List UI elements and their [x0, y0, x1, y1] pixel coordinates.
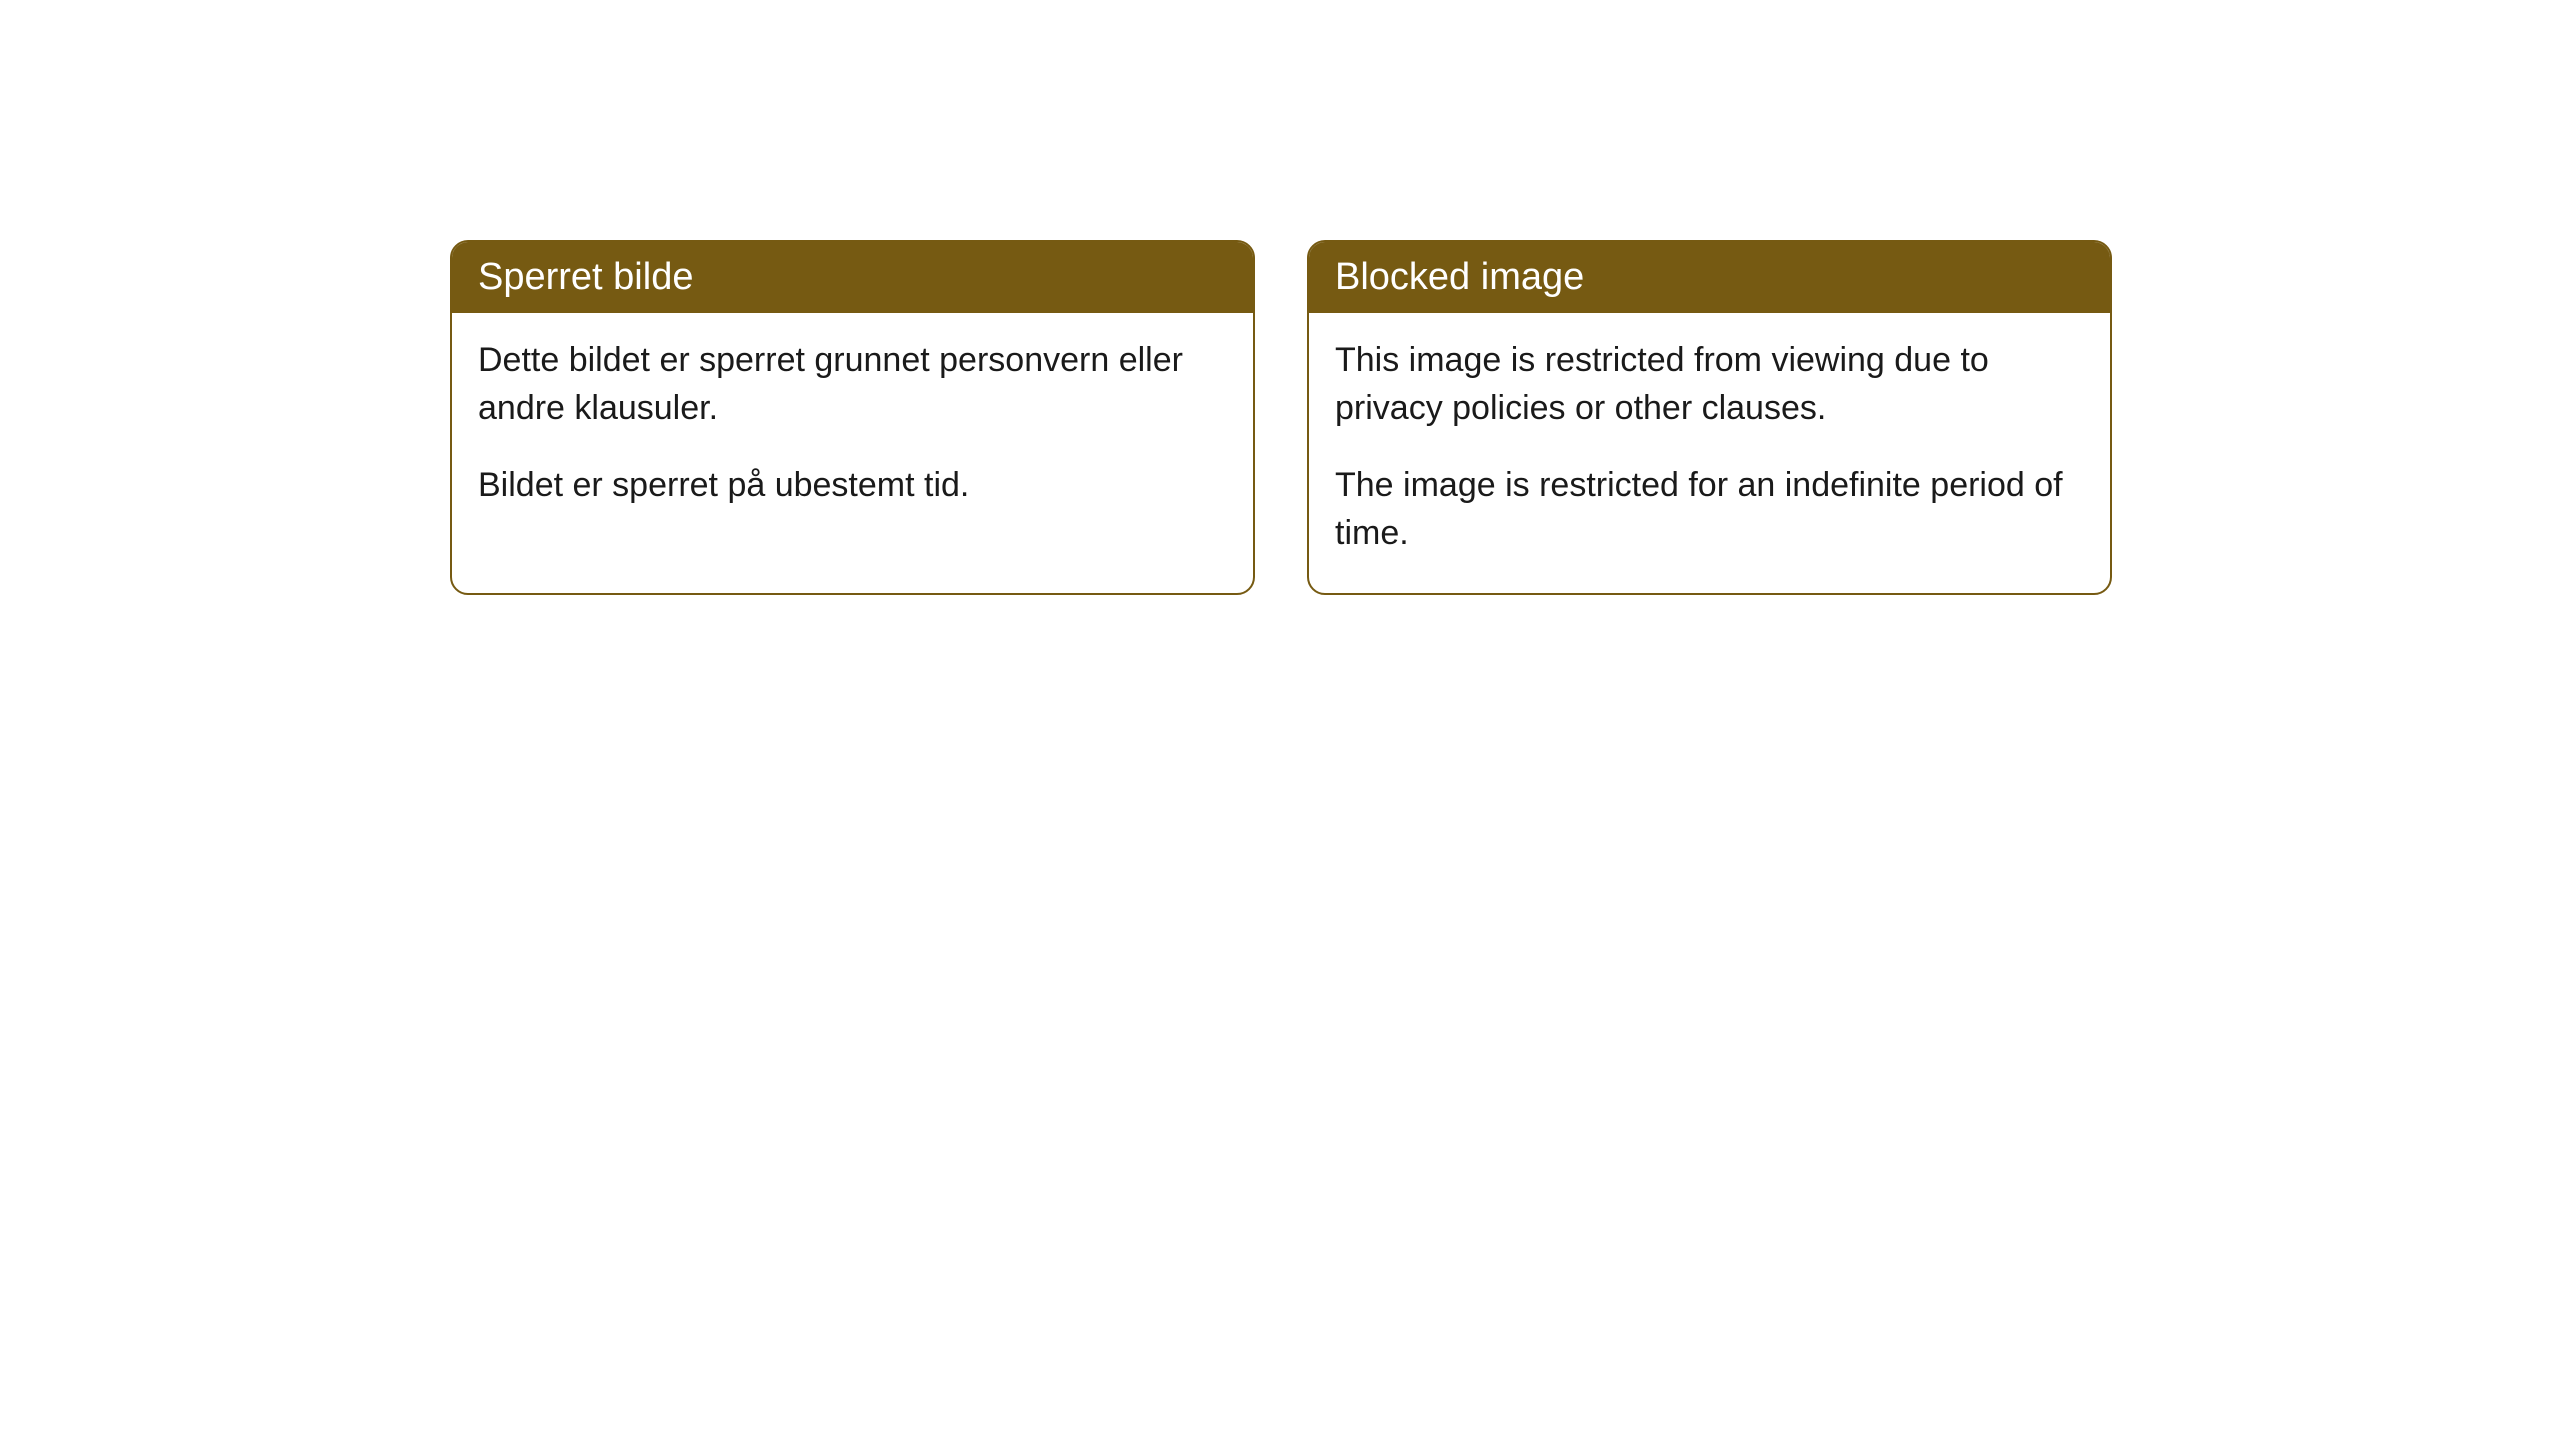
card-header-english: Blocked image — [1309, 242, 2110, 313]
card-title: Sperret bilde — [478, 256, 693, 298]
blocked-image-card-english: Blocked image This image is restricted f… — [1307, 240, 2112, 595]
card-body-norwegian: Dette bildet er sperret grunnet personve… — [452, 313, 1253, 546]
card-header-norwegian: Sperret bilde — [452, 242, 1253, 313]
card-paragraph-1: This image is restricted from viewing du… — [1335, 337, 2084, 432]
blocked-image-card-norwegian: Sperret bilde Dette bildet er sperret gr… — [450, 240, 1255, 595]
notice-cards-container: Sperret bilde Dette bildet er sperret gr… — [0, 0, 2560, 595]
card-paragraph-2: Bildet er sperret på ubestemt tid. — [478, 462, 1227, 510]
card-body-english: This image is restricted from viewing du… — [1309, 313, 2110, 593]
card-title: Blocked image — [1335, 256, 1584, 298]
card-paragraph-2: The image is restricted for an indefinit… — [1335, 462, 2084, 557]
card-paragraph-1: Dette bildet er sperret grunnet personve… — [478, 337, 1227, 432]
